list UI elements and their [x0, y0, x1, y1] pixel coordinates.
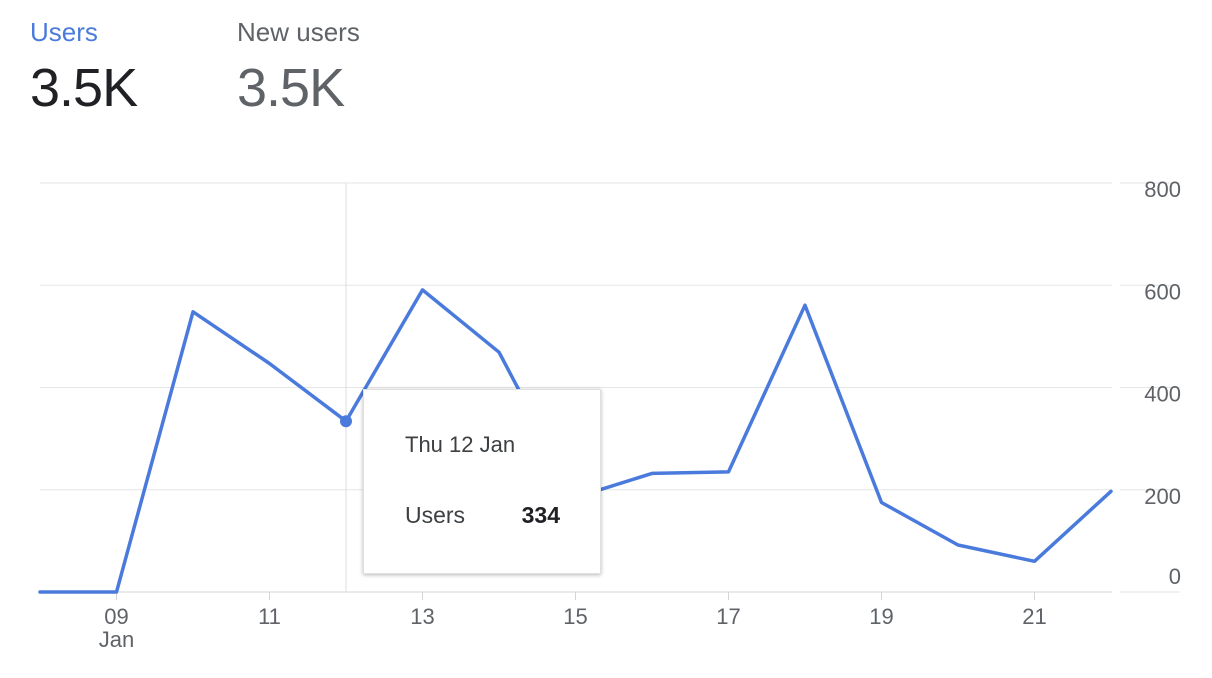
tooltip-metric-value: 334	[521, 502, 560, 528]
y-tick-label: 0	[1169, 564, 1181, 589]
x-tick-label: 17	[716, 604, 740, 629]
y-tick-label: 200	[1144, 484, 1181, 509]
x-tick-label: 09	[104, 604, 128, 629]
hover-point-marker	[340, 415, 352, 428]
x-tick-label: 19	[869, 604, 893, 629]
metric-users-value: 3.5K	[30, 58, 138, 118]
x-tick-label: 21	[1022, 604, 1046, 629]
x-tick-label: 13	[410, 604, 434, 629]
x-tick-label: 11	[258, 604, 281, 629]
tooltip-metric-label: Users	[405, 502, 466, 528]
chart-tooltip: Thu 12 Jan Users 334	[363, 389, 601, 574]
y-tick-label: 800	[1144, 177, 1181, 202]
tooltip-date: Thu 12 Jan	[405, 432, 516, 457]
x-tick-label: 15	[563, 604, 587, 629]
metric-new-users-value: 3.5K	[237, 58, 345, 118]
metric-tab-users[interactable]: Users 3.5K	[30, 14, 138, 120]
metric-users-label: Users	[30, 17, 98, 47]
y-tick-label: 400	[1144, 382, 1181, 407]
metric-new-users-label: New users	[237, 17, 360, 47]
y-tick-label: 600	[1144, 279, 1181, 304]
metric-tab-new-users[interactable]: New users 3.5K	[237, 14, 360, 120]
x-tick-sublabel: Jan	[99, 627, 134, 652]
